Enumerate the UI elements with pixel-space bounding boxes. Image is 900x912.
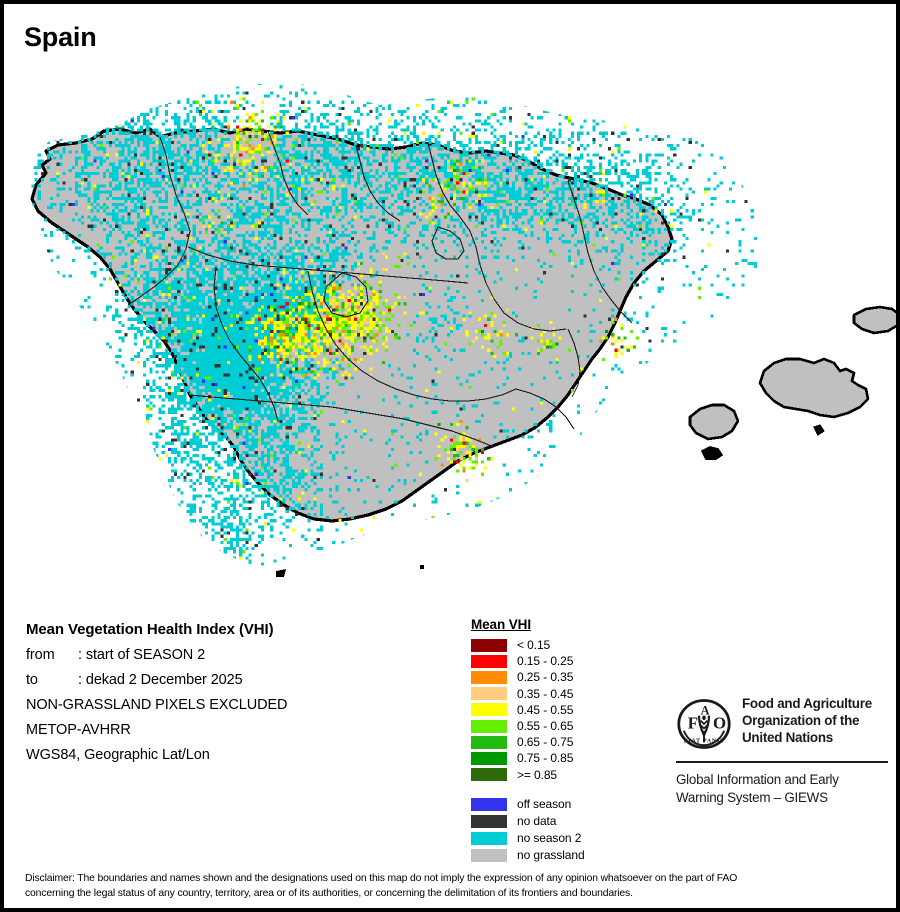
map-info-block: Mean Vegetation Health Index (VHI) from:… [26,621,446,772]
legend-label: 0.35 - 0.45 [517,686,574,701]
legend-spacer [471,783,661,796]
legend-row: 0.55 - 0.65 [471,718,661,734]
legend-swatch [471,638,507,652]
legend-swatch [471,797,507,811]
fao-divider [676,761,888,763]
legend-row: off season [471,796,661,813]
legend-label: 0.75 - 0.85 [517,751,574,766]
legend-label: 0.25 - 0.35 [517,670,574,685]
boundary-valencia [567,328,581,398]
disclaimer-line1: Disclaimer: The boundaries and names sho… [25,873,738,884]
boundary-murcia [515,388,575,430]
boundary-galicia [127,136,191,306]
balearic-islands [688,305,896,460]
island-ibiza [688,403,740,441]
legend-row: 0.15 - 0.25 [471,653,661,669]
legend-label: 0.45 - 0.55 [517,702,574,717]
fao-org-line3: United Nations [742,729,833,745]
legend-title: Mean VHI [471,617,531,632]
boundary-castilla-mancha [307,270,517,402]
legend-label: off season [517,797,572,812]
fao-organization-name: Food and Agriculture Organization of the… [742,696,872,747]
boundary-navarra-aragon [459,216,567,332]
legend-row: < 0.15 [471,637,661,653]
legend-swatch [471,687,507,701]
legend-row: >= 0.85 [471,767,661,783]
legend-label: 0.65 - 0.75 [517,735,574,750]
fao-system-line1: Global Information and Early [676,772,839,787]
info-value-from: : start of SEASON 2 [78,647,206,663]
fao-branding: F A O FIAT PANIS Food and Agriculture Or… [676,696,888,806]
boundary-rioja [431,226,465,260]
legend-swatch [471,768,507,782]
boundary-cantabria [355,144,401,222]
info-value-to: : dekad 2 December 2025 [78,672,243,688]
legend-swatch [471,654,507,668]
info-row-to: to : dekad 2 December 2025 [26,672,446,688]
boundary-asturias [267,130,309,216]
legend-swatch [471,831,507,845]
boundary-castilla-leon-south [187,246,469,284]
boundary-madrid [323,272,369,318]
page-title: Spain [24,22,97,52]
boundary-aragon-catalonia [567,180,633,324]
legend-swatch [471,703,507,717]
info-title: Mean Vegetation Health Index (VHI) [26,621,274,638]
legend-swatch [471,751,507,765]
info-row-from: from : start of SEASON 2 [26,647,446,663]
legend-row: no grassland [471,847,661,864]
admin-boundaries [127,130,633,448]
legend-special-list: off season no data no season 2 no grassland [471,796,661,864]
legend-label: no grassland [517,848,585,863]
island-cabrera [813,424,825,436]
info-note-pixels: NON-GRASSLAND PIXELS EXCLUDED [26,697,288,713]
fao-org-line2: Organization of the [742,712,860,728]
map-canvas[interactable] [8,59,896,589]
legend-row: no season 2 [471,830,661,847]
fao-system-line2: Warning System – GIEWS [676,789,828,805]
fao-system-name: Global Information and Early Warning Sys… [676,771,888,806]
boundary-basque [427,142,461,218]
legend-label: no season 2 [517,831,582,846]
fao-org-line1: Food and Agriculture [742,696,872,711]
legend-swatch [471,719,507,733]
vhi-pixel-overlay [30,82,768,567]
legend-row: no data [471,813,661,830]
fao-header: F A O FIAT PANIS Food and Agriculture Or… [676,696,888,752]
legend-label: no data [517,814,557,829]
legend-swatch [471,814,507,828]
legend-swatch [471,735,507,749]
legend-row: 0.25 - 0.35 [471,669,661,685]
disclaimer: Disclaimer: The boundaries and names sho… [25,872,875,902]
island-mallorca [758,357,870,419]
island-menorca [852,305,896,335]
legend-swatch [471,670,507,684]
info-note-projection: WGS84, Geographic Lat/Lon [26,747,210,763]
info-note-sensor: METOP-AVHRR [26,722,131,738]
info-label-from: from [26,647,55,663]
legend-row: 0.65 - 0.75 [471,734,661,750]
legend-label: 0.15 - 0.25 [517,654,574,669]
legend-class-list: < 0.15 0.15 - 0.25 0.25 - 0.35 0.35 - 0.45 0… [471,637,661,783]
info-label-to: to [26,672,38,688]
coastal-markers [276,565,424,577]
fao-logo-icon: F A O FIAT PANIS [676,696,732,752]
boundary-andalusia-north [189,394,495,448]
disclaimer-line2: concerning the legal status of any count… [25,887,633,899]
boundary-extremadura [213,266,279,422]
legend-label: >= 0.85 [517,767,558,782]
legend-row: 0.35 - 0.45 [471,686,661,702]
map-legend: Mean VHI < 0.15 0.15 - 0.25 0.25 - 0.35 0.3… [471,616,661,864]
legend-row: 0.45 - 0.55 [471,702,661,718]
island-formentera [700,446,724,460]
legend-swatch [471,848,507,862]
legend-label: 0.55 - 0.65 [517,719,574,734]
legend-row: 0.75 - 0.85 [471,750,661,766]
legend-label: < 0.15 [517,638,551,653]
